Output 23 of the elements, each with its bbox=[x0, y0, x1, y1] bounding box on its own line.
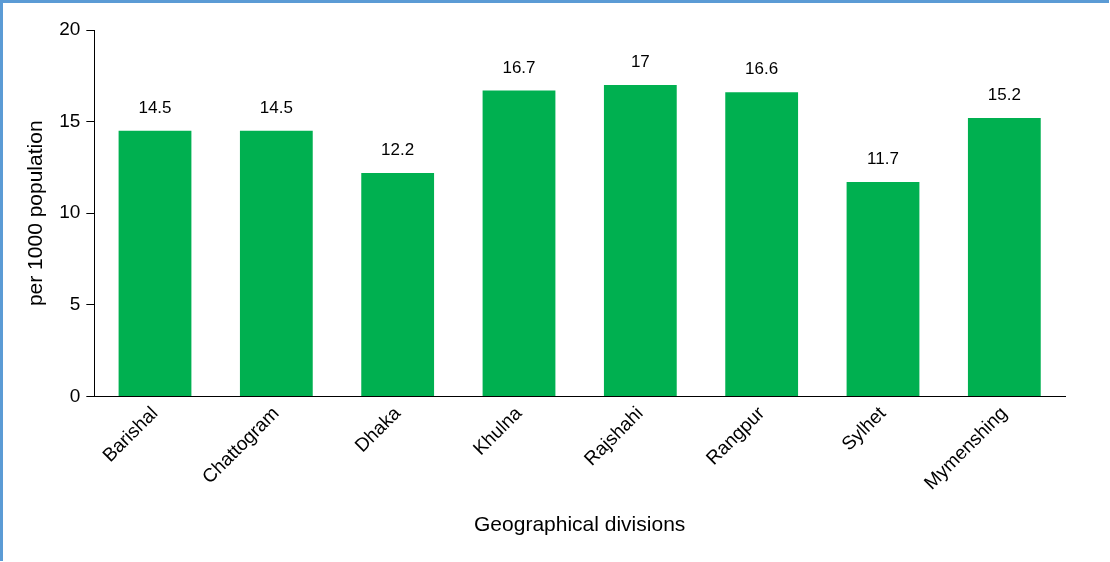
bar bbox=[967, 117, 1041, 397]
data-label: 12.2 bbox=[381, 140, 415, 160]
bar bbox=[361, 172, 435, 397]
data-label: 11.7 bbox=[867, 149, 899, 169]
data-label: 17 bbox=[630, 52, 650, 72]
y-tick-label: 5 bbox=[69, 293, 81, 315]
bar bbox=[846, 182, 920, 397]
bar bbox=[118, 130, 192, 397]
data-label: 16.6 bbox=[745, 59, 779, 79]
data-label: 14.5 bbox=[138, 97, 172, 117]
data-label: 14.5 bbox=[259, 97, 293, 117]
bar bbox=[603, 84, 677, 397]
bar bbox=[725, 92, 799, 397]
data-label: 15.2 bbox=[987, 85, 1021, 105]
bar bbox=[482, 90, 556, 397]
y-tick-label: 10 bbox=[59, 201, 81, 223]
x-axis-title: Geographical divisions bbox=[474, 512, 686, 536]
y-tick-label: 15 bbox=[59, 109, 81, 131]
data-label: 16.7 bbox=[502, 57, 536, 77]
y-tick-label: 20 bbox=[59, 18, 81, 40]
y-axis-title: per 1000 population bbox=[23, 120, 47, 307]
bar bbox=[239, 130, 313, 397]
y-tick-label: 0 bbox=[69, 384, 81, 406]
